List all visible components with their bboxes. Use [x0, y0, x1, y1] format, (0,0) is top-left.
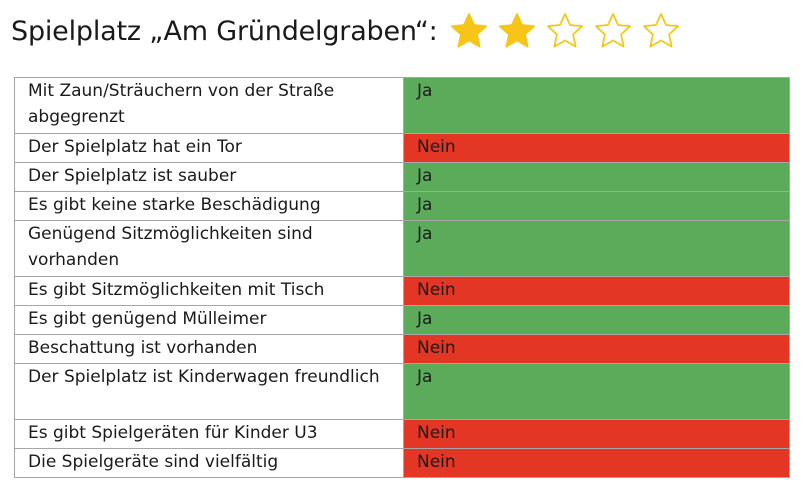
star-icon	[450, 12, 487, 48]
answer-cell: Ja	[403, 77, 790, 134]
answer-cell: Ja	[403, 162, 790, 192]
criterion-cell: Beschattung ist vorhanden	[14, 334, 404, 364]
star-icon	[546, 12, 583, 48]
criterion-cell: Der Spielplatz hat ein Tor	[14, 133, 404, 163]
header: Spielplatz „Am Gründelgraben“:	[11, 10, 688, 52]
criterion-cell: Genügend Sitzmöglichkeiten sind vorhande…	[14, 220, 404, 277]
criterion-cell: Es gibt genügend Mülleimer	[14, 305, 404, 335]
table-row: Es gibt Sitzmöglichkeiten mit Tisch Nein	[14, 276, 790, 306]
answer-cell: Ja	[403, 220, 790, 277]
table-row: Beschattung ist vorhanden Nein	[14, 334, 790, 364]
table-row: Es gibt keine starke Beschädigung Ja	[14, 191, 790, 221]
star-icon	[498, 12, 535, 48]
answer-cell: Nein	[403, 276, 790, 306]
table-row: Es gibt genügend Mülleimer Ja	[14, 305, 790, 335]
criterion-cell: Der Spielplatz ist sauber	[14, 162, 404, 192]
star-icon	[642, 12, 679, 48]
page-title: Spielplatz „Am Gründelgraben“:	[11, 15, 438, 47]
table-row: Mit Zaun/Sträuchern von der Straße abgeg…	[14, 77, 790, 134]
table-row: Der Spielplatz ist sauber Ja	[14, 162, 790, 192]
answer-cell: Nein	[403, 448, 790, 478]
table-row: Genügend Sitzmöglichkeiten sind vorhande…	[14, 220, 790, 277]
criterion-cell: Der Spielplatz ist Kinderwagen freundlic…	[14, 363, 404, 420]
star-rating	[448, 10, 688, 52]
answer-cell: Nein	[403, 334, 790, 364]
criterion-cell: Die Spielgeräte sind vielfältig	[14, 448, 404, 478]
star-icon	[594, 12, 631, 48]
criterion-cell: Es gibt keine starke Beschädigung	[14, 191, 404, 221]
table-row: Der Spielplatz ist Kinderwagen freundlic…	[14, 363, 790, 420]
table-row: Der Spielplatz hat ein Tor Nein	[14, 133, 790, 163]
answer-cell: Nein	[403, 419, 790, 449]
table-row: Die Spielgeräte sind vielfältig Nein	[14, 448, 790, 478]
answer-cell: Nein	[403, 133, 790, 163]
table-row: Es gibt Spielgeräten für Kinder U3 Nein	[14, 419, 790, 449]
criterion-cell: Es gibt Sitzmöglichkeiten mit Tisch	[14, 276, 404, 306]
criterion-cell: Mit Zaun/Sträuchern von der Straße abgeg…	[14, 77, 404, 134]
answer-cell: Ja	[403, 363, 790, 420]
criterion-cell: Es gibt Spielgeräten für Kinder U3	[14, 419, 404, 449]
answer-cell: Ja	[403, 191, 790, 221]
checklist-table: Mit Zaun/Sträuchern von der Straße abgeg…	[14, 77, 790, 478]
answer-cell: Ja	[403, 305, 790, 335]
